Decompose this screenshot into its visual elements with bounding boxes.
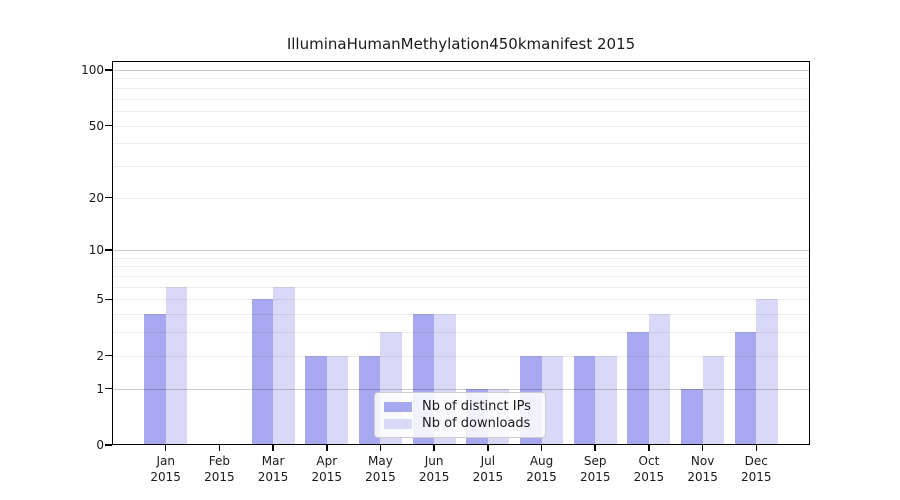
gridline-major bbox=[112, 70, 810, 71]
gridline-minor bbox=[112, 276, 810, 278]
x-tick-mark bbox=[540, 445, 543, 451]
x-tick-label-dec: Dec 2015 bbox=[741, 454, 772, 484]
bar-nov-downloads bbox=[702, 355, 725, 445]
y-tick-mark bbox=[105, 298, 112, 301]
bar-oct-downloads bbox=[648, 314, 671, 445]
x-tick-label-nov: Nov 2015 bbox=[687, 454, 718, 484]
gridline-minor bbox=[112, 332, 810, 334]
gridline-minor bbox=[112, 165, 810, 167]
x-tick-mark bbox=[594, 445, 596, 451]
y-tick-label-1: 1 bbox=[96, 381, 104, 396]
x-tick-label-feb: Feb 2015 bbox=[204, 454, 235, 484]
bar-sep-downloads bbox=[595, 355, 617, 445]
gridline-minor bbox=[112, 143, 810, 145]
gridline-minor bbox=[112, 355, 810, 357]
y-tick-label-2: 2 bbox=[96, 348, 104, 363]
y-tick-mark bbox=[105, 124, 112, 127]
bar-dec-distinct-ips bbox=[734, 332, 757, 445]
legend-item-downloads: Nb of downloads bbox=[384, 415, 536, 432]
gridline-minor bbox=[112, 125, 810, 127]
y-tick-label-20: 20 bbox=[88, 190, 104, 205]
x-tick-label-jul: Jul 2015 bbox=[472, 454, 504, 484]
x-tick-label-aug: Aug 2015 bbox=[526, 454, 557, 484]
y-tick-label-0: 0 bbox=[96, 438, 104, 452]
x-tick-mark bbox=[218, 445, 221, 451]
x-tick-mark bbox=[433, 445, 435, 451]
gridline-minor bbox=[112, 266, 810, 268]
legend-swatch-distinct-ips bbox=[384, 401, 412, 412]
x-tick-mark bbox=[701, 445, 704, 451]
y-tick-mark bbox=[105, 196, 112, 199]
x-tick-label-may: May 2015 bbox=[365, 454, 396, 484]
y-tick-label-10: 10 bbox=[88, 243, 104, 258]
y-tick-label-100: 100 bbox=[81, 63, 104, 77]
x-tick-mark bbox=[326, 445, 328, 451]
bar-apr-distinct-ips bbox=[305, 355, 327, 445]
gridline-major bbox=[112, 388, 810, 390]
bar-jan-distinct-ips bbox=[144, 314, 166, 445]
bar-oct-distinct-ips bbox=[627, 332, 649, 445]
x-tick-mark bbox=[272, 445, 274, 451]
y-tick-mark bbox=[105, 69, 112, 71]
x-tick-label-jun: Jun 2015 bbox=[418, 454, 450, 484]
x-tick-label-apr: Apr 2015 bbox=[311, 454, 343, 484]
gridline-minor bbox=[112, 98, 810, 100]
bar-dec-downloads bbox=[756, 299, 778, 445]
plot-area bbox=[112, 61, 810, 445]
x-tick-label-mar: Mar 2015 bbox=[257, 454, 289, 484]
legend-swatch-downloads bbox=[384, 418, 412, 429]
y-tick-label-5: 5 bbox=[96, 292, 104, 307]
y-tick-mark bbox=[105, 354, 112, 357]
x-tick-label-sep: Sep 2015 bbox=[579, 454, 611, 484]
gridline-minor bbox=[112, 78, 810, 80]
x-tick-mark bbox=[755, 445, 758, 451]
gridline-minor bbox=[112, 314, 810, 316]
bar-sep-distinct-ips bbox=[573, 355, 596, 445]
gridline-minor bbox=[112, 110, 810, 112]
bar-nov-distinct-ips bbox=[681, 388, 703, 445]
bar-mar-distinct-ips bbox=[251, 299, 274, 445]
x-tick-mark bbox=[648, 445, 650, 451]
y-tick-mark bbox=[105, 249, 112, 251]
legend-label-downloads: Nb of downloads bbox=[422, 416, 531, 431]
gridline-minor bbox=[112, 299, 810, 301]
gridline-minor bbox=[112, 257, 810, 259]
y-tick-label-50: 50 bbox=[88, 118, 104, 133]
bar-jan-downloads bbox=[165, 286, 188, 445]
x-tick-label-oct: Oct 2015 bbox=[633, 454, 665, 484]
x-tick-mark bbox=[164, 445, 167, 451]
legend: Nb of distinct IPs Nb of downloads bbox=[374, 392, 546, 438]
gridline-minor bbox=[112, 197, 810, 199]
y-tick-mark bbox=[105, 444, 112, 446]
x-tick-mark bbox=[487, 445, 489, 451]
gridline-major bbox=[112, 250, 810, 252]
gridline-minor bbox=[112, 87, 810, 89]
x-tick-label-jan: Jan 2015 bbox=[150, 454, 181, 484]
bar-mar-downloads bbox=[273, 286, 295, 445]
legend-item-distinct-ips: Nb of distinct IPs bbox=[384, 398, 536, 415]
bar-aug-downloads bbox=[541, 355, 564, 445]
x-tick-mark bbox=[379, 445, 382, 451]
chart-title: IlluminaHumanMethylation450kmanifest 201… bbox=[286, 35, 636, 53]
gridline-minor bbox=[112, 286, 810, 288]
y-tick-mark bbox=[105, 387, 112, 390]
legend-label-distinct-ips: Nb of distinct IPs bbox=[422, 399, 531, 414]
bar-apr-downloads bbox=[326, 355, 349, 445]
